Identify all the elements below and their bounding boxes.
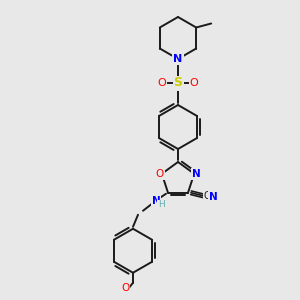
Text: N: N [173,54,183,64]
Text: O: O [156,169,164,179]
Text: O: O [121,283,129,293]
Text: N: N [152,196,160,206]
Text: S: S [173,76,182,89]
Text: O: O [158,78,166,88]
Text: H: H [158,200,164,209]
Text: O: O [190,78,198,88]
Text: N: N [192,169,200,179]
Text: C: C [204,191,210,201]
Text: N: N [208,192,217,202]
